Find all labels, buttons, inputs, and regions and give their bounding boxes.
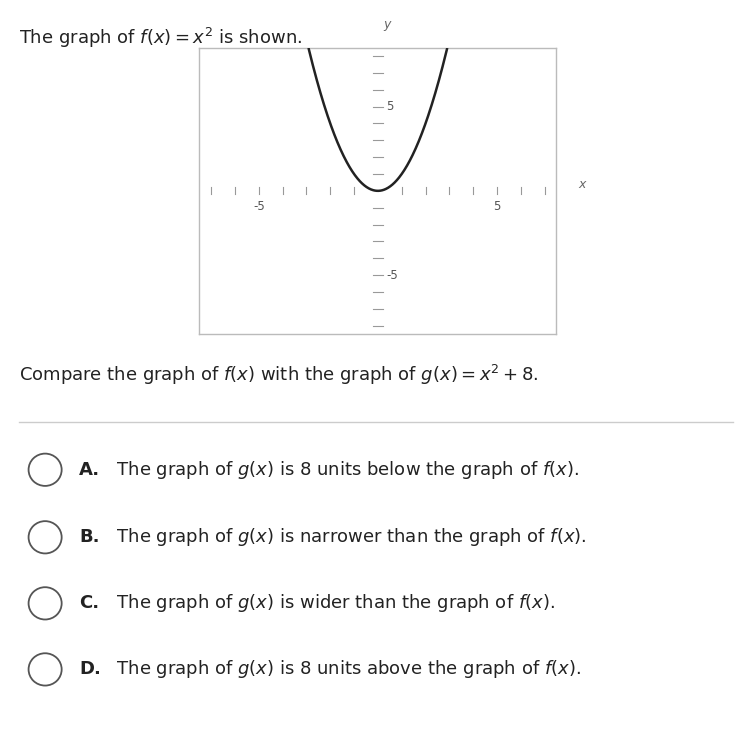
Text: A.: A. — [79, 461, 100, 479]
Text: D.: D. — [79, 661, 101, 678]
Text: Compare the graph of $f(x)$ with the graph of $g(x) = x^2 + 8$.: Compare the graph of $f(x)$ with the gra… — [19, 363, 538, 388]
Text: -5: -5 — [253, 200, 265, 213]
Text: The graph of $g(x)$ is wider than the graph of $f(x)$.: The graph of $g(x)$ is wider than the gr… — [111, 592, 555, 614]
Text: y: y — [384, 18, 391, 31]
Text: C.: C. — [79, 595, 99, 612]
Text: 5: 5 — [493, 200, 501, 213]
Text: -5: -5 — [387, 269, 398, 282]
Text: The graph of $f(x) = x^2$ is shown.: The graph of $f(x) = x^2$ is shown. — [19, 26, 302, 50]
Text: The graph of $g(x)$ is 8 units below the graph of $f(x)$.: The graph of $g(x)$ is 8 units below the… — [111, 459, 579, 481]
Text: B.: B. — [79, 528, 99, 546]
Text: 5: 5 — [387, 100, 393, 113]
Text: x: x — [578, 178, 585, 192]
Text: The graph of $g(x)$ is narrower than the graph of $f(x)$.: The graph of $g(x)$ is narrower than the… — [111, 526, 587, 548]
Text: The graph of $g(x)$ is 8 units above the graph of $f(x)$.: The graph of $g(x)$ is 8 units above the… — [111, 658, 581, 680]
